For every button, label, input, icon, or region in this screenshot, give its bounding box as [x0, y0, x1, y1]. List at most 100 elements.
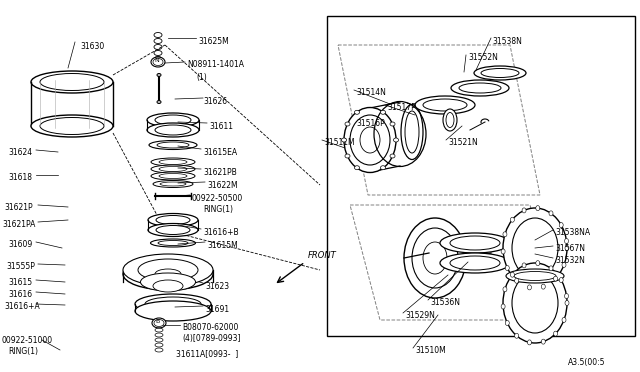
Ellipse shape [404, 218, 466, 298]
Ellipse shape [345, 154, 350, 158]
Ellipse shape [443, 109, 457, 131]
Ellipse shape [450, 236, 500, 250]
Text: RING(1): RING(1) [203, 205, 233, 214]
Text: 31621P: 31621P [4, 203, 33, 212]
Ellipse shape [342, 138, 346, 142]
Text: 31611: 31611 [209, 122, 233, 131]
Bar [327, 16, 635, 336]
Ellipse shape [394, 138, 399, 142]
Ellipse shape [31, 71, 113, 93]
Ellipse shape [510, 272, 515, 277]
Ellipse shape [390, 122, 395, 126]
Text: B: B [155, 319, 159, 324]
Ellipse shape [506, 321, 509, 326]
Ellipse shape [554, 276, 557, 281]
Text: 31615M: 31615M [207, 241, 237, 250]
Ellipse shape [541, 339, 545, 344]
Ellipse shape [151, 165, 195, 173]
Ellipse shape [564, 238, 568, 244]
Ellipse shape [415, 96, 475, 114]
Ellipse shape [381, 166, 385, 170]
Ellipse shape [148, 224, 198, 237]
Ellipse shape [159, 167, 187, 171]
Ellipse shape [360, 127, 380, 153]
Text: 31624: 31624 [8, 148, 32, 157]
Ellipse shape [355, 166, 360, 170]
Ellipse shape [423, 242, 447, 274]
Text: (4)[0789-0993]: (4)[0789-0993] [182, 334, 241, 343]
Ellipse shape [559, 222, 563, 228]
Ellipse shape [355, 110, 360, 114]
Text: 31511M: 31511M [324, 138, 355, 147]
Text: 31510M: 31510M [415, 346, 445, 355]
Ellipse shape [503, 232, 507, 237]
Text: 31616+B: 31616+B [203, 228, 239, 237]
Text: 31621PA: 31621PA [2, 220, 35, 229]
Text: 31616: 31616 [8, 290, 32, 299]
Ellipse shape [446, 112, 454, 128]
Ellipse shape [549, 266, 553, 271]
Ellipse shape [147, 123, 199, 137]
Ellipse shape [151, 57, 165, 67]
Ellipse shape [522, 208, 526, 213]
Text: 31630: 31630 [80, 42, 104, 51]
Ellipse shape [154, 320, 164, 327]
Ellipse shape [40, 74, 104, 90]
Ellipse shape [503, 208, 567, 288]
Ellipse shape [515, 333, 518, 338]
Text: 31567N: 31567N [555, 244, 585, 253]
Ellipse shape [562, 317, 566, 323]
Text: 31626: 31626 [203, 97, 227, 106]
Text: 00922-50500: 00922-50500 [192, 194, 243, 203]
Text: 31529N: 31529N [405, 311, 435, 320]
Text: 31552N: 31552N [468, 53, 498, 62]
Text: (1): (1) [196, 73, 207, 82]
Ellipse shape [153, 180, 193, 187]
Ellipse shape [515, 278, 518, 283]
Ellipse shape [501, 249, 505, 254]
Text: 31621PB: 31621PB [203, 168, 237, 177]
Ellipse shape [562, 262, 566, 267]
Ellipse shape [512, 273, 558, 333]
Text: 31532N: 31532N [555, 256, 585, 265]
Ellipse shape [565, 246, 569, 250]
Text: 31611A[0993-  ]: 31611A[0993- ] [176, 349, 238, 358]
Text: N08911-1401A: N08911-1401A [187, 60, 244, 69]
Text: 31514N: 31514N [356, 88, 386, 97]
Text: A3.5(00:5: A3.5(00:5 [568, 358, 605, 367]
Text: 31691: 31691 [205, 305, 229, 314]
Ellipse shape [503, 287, 507, 292]
Ellipse shape [536, 206, 540, 211]
Ellipse shape [151, 172, 195, 180]
Ellipse shape [541, 284, 545, 289]
Ellipse shape [159, 173, 187, 179]
Ellipse shape [527, 285, 531, 290]
Ellipse shape [155, 115, 191, 125]
Ellipse shape [514, 272, 556, 280]
Ellipse shape [141, 273, 195, 291]
Text: 31609: 31609 [8, 240, 32, 249]
Ellipse shape [159, 160, 187, 164]
Text: RING(1): RING(1) [8, 347, 38, 356]
Ellipse shape [145, 297, 201, 311]
Text: 31516P: 31516P [356, 119, 385, 128]
Ellipse shape [440, 233, 510, 253]
Text: 31622M: 31622M [207, 181, 237, 190]
Ellipse shape [405, 111, 419, 153]
Text: B08070-62000: B08070-62000 [182, 323, 238, 332]
Ellipse shape [135, 301, 211, 321]
Text: N: N [154, 58, 159, 63]
Ellipse shape [123, 258, 213, 290]
Ellipse shape [156, 215, 190, 224]
Text: 31623: 31623 [205, 282, 229, 291]
Text: 31615EA: 31615EA [203, 148, 237, 157]
Ellipse shape [506, 269, 564, 283]
Text: 31538NA: 31538NA [555, 228, 590, 237]
Text: 31538N: 31538N [492, 37, 522, 46]
Text: 31616+A: 31616+A [4, 302, 40, 311]
Ellipse shape [536, 261, 540, 266]
Text: 31618: 31618 [8, 173, 32, 182]
Ellipse shape [522, 263, 526, 268]
Ellipse shape [155, 125, 191, 135]
Ellipse shape [350, 115, 390, 165]
